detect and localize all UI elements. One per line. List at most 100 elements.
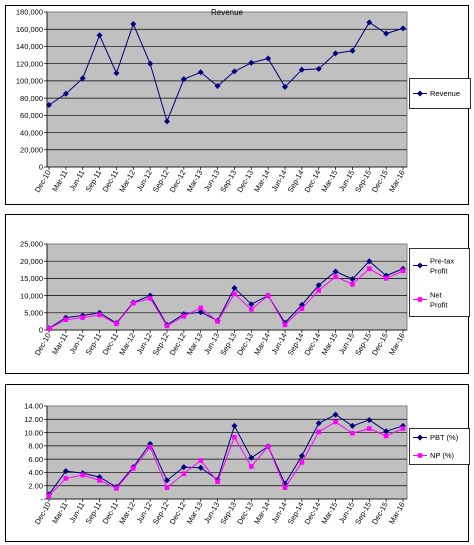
data-point	[147, 444, 153, 450]
y-tick-label: -	[41, 495, 44, 504]
data-point	[400, 426, 406, 431]
data-point	[333, 419, 338, 425]
data-point	[164, 323, 170, 329]
data-point	[383, 276, 389, 281]
data-point	[130, 300, 136, 306]
series-line	[48, 421, 404, 497]
y-tick-label: 10.00	[24, 428, 43, 437]
legend-marker	[417, 90, 423, 97]
data-point	[114, 486, 119, 491]
data-point	[232, 291, 237, 297]
data-point	[130, 466, 136, 471]
data-point	[46, 326, 52, 331]
series-1	[46, 19, 406, 125]
series-2	[46, 419, 406, 498]
y-tick-label: 15,000	[20, 274, 43, 283]
legend-marker	[417, 434, 423, 441]
data-point	[197, 464, 204, 471]
series-1	[46, 411, 406, 498]
data-point	[215, 479, 220, 485]
data-point	[265, 55, 272, 62]
series-line	[48, 21, 404, 123]
y-tick-label: 10,000	[20, 291, 43, 300]
data-point	[299, 306, 305, 311]
data-point	[383, 433, 389, 439]
legend-marker	[417, 297, 423, 302]
y-tick-label: 100,000	[16, 77, 43, 86]
y-tick-label: 6.00	[28, 455, 43, 464]
data-point	[197, 309, 204, 316]
data-point	[96, 474, 103, 481]
y-tick-label: 14.00	[24, 402, 43, 411]
legend-label: Net	[430, 291, 443, 300]
data-point	[248, 307, 254, 312]
plot-area	[46, 243, 408, 331]
data-point	[350, 281, 355, 287]
data-point	[333, 274, 338, 279]
y-tick-label: 0	[39, 163, 43, 172]
data-point	[248, 301, 255, 308]
data-point	[366, 258, 373, 265]
data-point	[298, 66, 305, 73]
data-point	[383, 30, 390, 37]
data-point	[181, 471, 187, 477]
data-point	[332, 411, 339, 418]
data-point	[299, 460, 305, 465]
data-point	[80, 315, 86, 320]
data-point	[97, 478, 102, 483]
data-point	[147, 292, 154, 299]
data-point	[147, 60, 154, 67]
y-tick-label: 8.00	[28, 442, 43, 451]
data-point	[350, 430, 355, 436]
data-point	[383, 272, 390, 279]
legend-marker	[417, 453, 423, 458]
legend-label: PBT (%)	[430, 433, 459, 442]
data-point	[63, 476, 69, 481]
data-point	[248, 59, 255, 66]
data-point	[400, 268, 406, 274]
y-tick-label: 180,000	[16, 8, 43, 17]
data-point	[231, 285, 238, 292]
profit-chart: 05,00010,00015,00020,00025,000Dec-10Mar-…	[5, 214, 470, 374]
data-point	[383, 428, 390, 435]
data-point	[80, 472, 86, 478]
data-point	[180, 76, 187, 83]
legend-label: Revenue	[430, 89, 460, 98]
data-point	[332, 268, 339, 275]
data-point	[181, 313, 187, 319]
data-point	[366, 426, 372, 431]
legend-label: NP (%)	[430, 451, 455, 460]
data-point	[349, 276, 356, 283]
data-point	[62, 90, 69, 97]
y-tick-label: 2.00	[28, 481, 43, 490]
y-tick-label: 5,000	[24, 309, 43, 318]
data-point	[366, 416, 373, 423]
y-tick-label: 120,000	[16, 59, 43, 68]
data-point	[349, 47, 356, 54]
data-point	[298, 452, 305, 459]
data-point	[113, 70, 120, 77]
data-point	[248, 464, 254, 469]
y-tick-label: 80,000	[20, 94, 43, 103]
legend-marker	[417, 262, 423, 269]
data-point	[214, 83, 221, 90]
data-point	[46, 493, 52, 498]
series-line	[48, 414, 404, 495]
plot-area	[46, 405, 408, 500]
data-point	[231, 422, 238, 429]
legend-label-cont: Profit	[430, 267, 448, 276]
y-tick-label: 4.00	[28, 468, 43, 477]
y-tick-label: 25,000	[20, 240, 43, 249]
data-point	[282, 83, 288, 90]
y-tick-label: 60,000	[20, 111, 43, 120]
data-point	[79, 75, 86, 82]
data-point	[315, 65, 322, 72]
data-point	[282, 480, 288, 487]
legend: PBT (%) NP (%)	[409, 428, 470, 465]
data-point	[164, 118, 170, 125]
data-point	[400, 25, 406, 32]
data-point	[197, 69, 204, 76]
series-line	[48, 268, 404, 330]
series-line	[48, 260, 404, 329]
